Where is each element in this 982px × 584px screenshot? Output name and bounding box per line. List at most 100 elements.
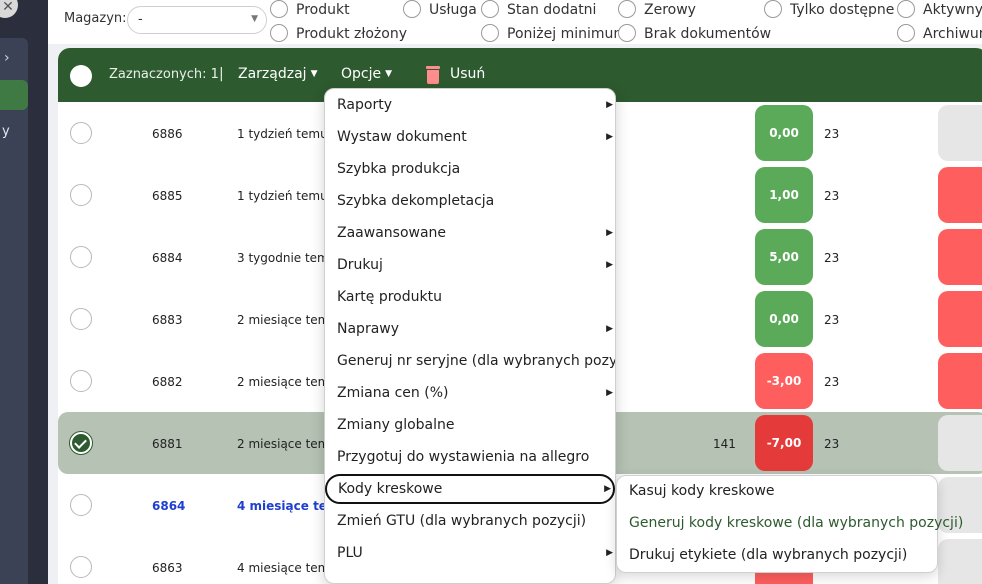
row-checkbox[interactable] xyxy=(70,308,92,330)
delete-button[interactable]: Usuń xyxy=(450,66,486,82)
submenu-item[interactable]: Drukuj etykiete (dla wybranych pozycji) xyxy=(629,547,908,563)
filter-produkt-zlozony[interactable]: Produkt złożony xyxy=(270,24,407,42)
stock-badge: 5,00 xyxy=(755,229,813,285)
radio-icon[interactable] xyxy=(618,24,636,42)
submenu-arrow-icon: ▶ xyxy=(606,548,613,558)
warehouse-select-value: - xyxy=(138,12,143,27)
filter-usluga[interactable]: Usługa xyxy=(403,0,477,18)
filter-brak-dokumentow[interactable]: Brak dokumentów xyxy=(618,24,771,42)
radio-icon[interactable] xyxy=(764,0,782,18)
row-checkbox[interactable] xyxy=(70,432,92,454)
row-status-box xyxy=(938,229,982,285)
filter-zerowy[interactable]: Zerowy xyxy=(618,0,696,18)
menu-item[interactable]: Szybka dekompletacja xyxy=(325,186,615,216)
radio-icon[interactable] xyxy=(270,24,288,42)
row-status-box xyxy=(938,105,982,161)
sidebar-active-item[interactable] xyxy=(0,80,28,110)
menu-item-label: Zmiany globalne xyxy=(337,417,455,433)
row-checkbox[interactable] xyxy=(70,184,92,206)
menu-item-label: Szybka produkcja xyxy=(337,161,461,177)
row-checkbox[interactable] xyxy=(70,556,92,578)
menu-item-label: Naprawy xyxy=(337,321,400,337)
menu-item-label: Kody kreskowe xyxy=(338,481,443,497)
filter-stan-dodatni[interactable]: Stan dodatni xyxy=(481,0,596,18)
submenu-item[interactable]: Kasuj kody kreskowe xyxy=(629,483,775,499)
radio-icon[interactable] xyxy=(270,0,288,18)
row-time: 2 miesiące temu xyxy=(237,313,337,327)
menu-item[interactable]: Drukuj ▶ xyxy=(325,250,615,280)
menu-item[interactable]: Zaawansowane ▶ xyxy=(325,218,615,248)
filter-bar: Magazyn: - ▼ Produkt Usługa Stan dodatni… xyxy=(48,0,982,44)
row-time[interactable]: 4 miesiące temu xyxy=(237,499,348,513)
sidebar-panel xyxy=(0,38,28,584)
row-time: 2 miesiące temu xyxy=(237,437,337,451)
row-status-box xyxy=(938,539,982,584)
submenu-arrow-icon: ▶ xyxy=(606,260,613,270)
menu-item-label: Generuj nr seryjne (dla wybranych pozycj… xyxy=(337,353,616,369)
row-id: 6863 xyxy=(152,561,183,575)
menu-item-label: Zmiana cen (%) xyxy=(337,385,449,401)
row-id[interactable]: 6864 xyxy=(152,499,186,513)
row-checkbox[interactable] xyxy=(70,370,92,392)
menu-item-label: Zaawansowane xyxy=(337,225,447,241)
row-time: 2 miesiące temu xyxy=(237,375,337,389)
menu-item[interactable]: Zmiana cen (%) ▶ xyxy=(325,378,615,408)
radio-icon[interactable] xyxy=(481,0,499,18)
row-vat: 23 xyxy=(824,313,840,327)
warehouse-select[interactable]: - ▼ xyxy=(127,6,267,34)
radio-icon[interactable] xyxy=(481,24,499,42)
radio-icon[interactable] xyxy=(403,0,421,18)
row-time: 4 miesiące temu xyxy=(237,561,337,575)
trash-icon[interactable] xyxy=(426,66,440,84)
close-icon[interactable]: ✕ xyxy=(0,0,18,18)
row-time: 3 tygodnie temu xyxy=(237,251,337,265)
stock-badge: -7,00 xyxy=(755,415,813,471)
submenu-item[interactable]: Generuj kody kreskowe (dla wybranych poz… xyxy=(629,515,964,531)
chevron-right-icon[interactable]: › xyxy=(4,50,10,66)
barcodes-submenu: Kasuj kody kreskowe Generuj kody kreskowe… xyxy=(616,475,963,573)
radio-icon[interactable] xyxy=(897,0,915,18)
manage-dropdown[interactable]: Zarządzaj ▼ xyxy=(238,66,318,82)
filter-produkt[interactable]: Produkt xyxy=(270,0,350,18)
menu-item-cutoff[interactable] xyxy=(325,570,615,583)
menu-item[interactable]: Kody kreskowe ▶ xyxy=(325,474,615,504)
row-id: 6885 xyxy=(152,189,183,203)
row-status-box xyxy=(938,167,982,223)
menu-item-label: Zmień GTU (dla wybranych pozycji) xyxy=(337,513,587,529)
options-dropdown[interactable]: Opcje ▼ xyxy=(341,66,393,82)
menu-item[interactable]: Wystaw dokument ▶ xyxy=(325,122,615,152)
row-status-box xyxy=(938,415,982,471)
submenu-arrow-icon: ▶ xyxy=(606,324,613,334)
filter-tylko-dostepne[interactable]: Tylko dostępne xyxy=(764,0,894,18)
selected-count: Zaznaczonych: 1 xyxy=(109,67,219,82)
row-checkbox[interactable] xyxy=(70,122,92,144)
select-all-checkbox[interactable] xyxy=(70,65,92,87)
filter-ponizej-minimum[interactable]: Poniżej minimum xyxy=(481,24,627,42)
filter-archiwum[interactable]: Archiwum xyxy=(897,24,982,42)
row-checkbox[interactable] xyxy=(70,494,92,516)
menu-item[interactable]: PLU ▶ xyxy=(325,538,615,568)
submenu-arrow-icon: ▶ xyxy=(604,484,611,494)
row-id: 6882 xyxy=(152,375,183,389)
radio-icon[interactable] xyxy=(618,0,636,18)
menu-item[interactable]: Zmień GTU (dla wybranych pozycji) xyxy=(325,506,615,536)
row-checkbox[interactable] xyxy=(70,246,92,268)
row-vat: 23 xyxy=(824,189,840,203)
stock-badge: 0,00 xyxy=(755,105,813,161)
menu-item[interactable]: Przygotuj do wystawienia na allegro xyxy=(325,442,615,472)
row-time: 1 tydzień temu xyxy=(237,127,328,141)
menu-item[interactable]: Naprawy ▶ xyxy=(325,314,615,344)
menu-item[interactable]: Zmiany globalne xyxy=(325,410,615,440)
caret-down-icon: ▼ xyxy=(385,69,393,79)
row-id: 6881 xyxy=(152,437,183,451)
menu-item[interactable]: Raporty ▶ xyxy=(325,90,615,120)
menu-item[interactable]: Szybka produkcja xyxy=(325,154,615,184)
left-sidebar: › y ✕ xyxy=(0,0,48,584)
row-id: 6883 xyxy=(152,313,183,327)
radio-icon[interactable] xyxy=(897,24,915,42)
menu-item[interactable]: Kartę produktu xyxy=(325,282,615,312)
filter-aktywny[interactable]: Aktywny xyxy=(897,0,982,18)
table-row[interactable]: 6883 2 miesiące temu 0,00 23 xyxy=(58,288,982,350)
menu-item[interactable]: Generuj nr seryjne (dla wybranych pozycj… xyxy=(325,346,615,376)
row-vat: 23 xyxy=(824,251,840,265)
